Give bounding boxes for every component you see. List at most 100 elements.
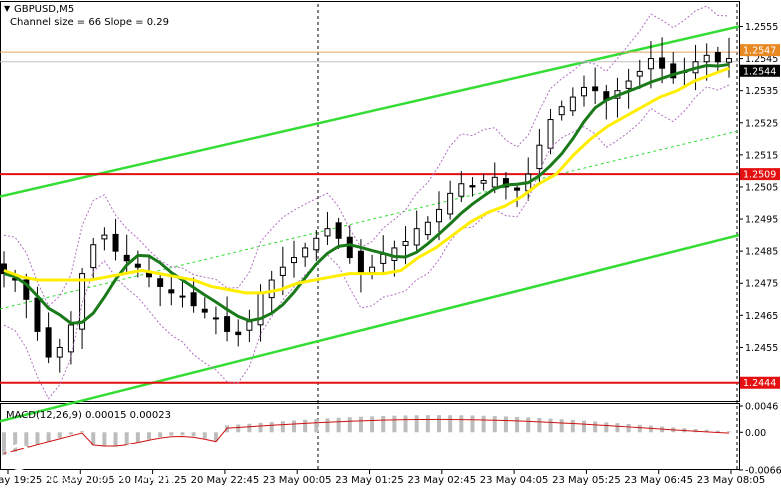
candle-body bbox=[703, 54, 710, 63]
candle-body bbox=[45, 327, 52, 358]
macd-bar bbox=[147, 432, 151, 440]
candle-body bbox=[726, 58, 732, 63]
y-tick-label: 1.2505 bbox=[745, 182, 778, 193]
macd-tick-label: 0.00 bbox=[745, 428, 766, 439]
channel-lower-line bbox=[0, 233, 740, 423]
x-tick-label: 23 May 08:05 bbox=[697, 475, 766, 486]
candle-body bbox=[547, 119, 554, 149]
macd-tick-label: -0.0066 bbox=[745, 466, 781, 477]
candle-body bbox=[1, 263, 7, 275]
level-label-1.2547: 1.2547 bbox=[743, 46, 776, 57]
y-tick-label: 1.2455 bbox=[745, 343, 778, 354]
macd-histogram bbox=[2, 415, 731, 456]
level-label-1.2444: 1.2444 bbox=[743, 378, 776, 389]
candle-body bbox=[302, 247, 309, 258]
macd-bar bbox=[91, 432, 96, 446]
macd-bar bbox=[202, 432, 207, 439]
macd-bar bbox=[336, 417, 341, 433]
macd-bar bbox=[715, 430, 720, 433]
macd-bar bbox=[481, 415, 486, 433]
candle-body bbox=[569, 96, 576, 112]
chevron-down-icon[interactable]: ▼ bbox=[4, 4, 11, 13]
macd-bar bbox=[191, 432, 196, 437]
macd-bar bbox=[347, 417, 352, 433]
candle-body bbox=[536, 144, 543, 170]
x-tick-label: 23 May 02:45 bbox=[408, 475, 477, 486]
macd-bar bbox=[213, 432, 218, 442]
macd-bar bbox=[425, 415, 430, 433]
x-tick-label: 23 May 04:05 bbox=[480, 475, 549, 486]
macd-bar bbox=[113, 432, 118, 447]
candle-body bbox=[436, 208, 442, 223]
candle-body bbox=[502, 178, 509, 188]
macd-bar bbox=[637, 424, 642, 433]
x-tick-label: 20 May 20:05 bbox=[46, 475, 115, 486]
candle-body bbox=[581, 86, 587, 97]
macd-tick-label: 0.0046 bbox=[745, 402, 778, 413]
macd-bar bbox=[615, 423, 620, 433]
macd-panel-frame bbox=[0, 403, 740, 470]
macd-bar bbox=[381, 415, 386, 433]
macd-bar bbox=[13, 432, 18, 452]
candle-body bbox=[469, 185, 476, 188]
candle-body bbox=[79, 273, 86, 330]
macd-bar bbox=[124, 432, 129, 445]
macd-bar bbox=[80, 431, 85, 433]
candle-body bbox=[112, 233, 119, 252]
macd-bar bbox=[292, 420, 296, 433]
macd-bar bbox=[470, 415, 475, 433]
macd-bar bbox=[314, 419, 319, 433]
macd-bar bbox=[35, 432, 40, 445]
candle-body bbox=[659, 57, 666, 69]
candle-body bbox=[324, 228, 331, 237]
channel-upper-line bbox=[0, 25, 740, 198]
ma-slow-line bbox=[3, 66, 730, 295]
candle-body bbox=[123, 254, 130, 262]
candle-body bbox=[190, 292, 197, 307]
y-tick-label: 1.2555 bbox=[745, 22, 778, 33]
macd-bar bbox=[169, 432, 174, 436]
macd-bar bbox=[102, 432, 107, 447]
candle-body bbox=[670, 63, 677, 79]
macd-bar bbox=[258, 422, 263, 433]
y-tick-label: 1.2495 bbox=[745, 215, 778, 226]
macd-bar bbox=[57, 432, 62, 438]
x-tick-label: 20 May 22:45 bbox=[191, 475, 260, 486]
macd-bar bbox=[236, 424, 241, 433]
macd-bar bbox=[693, 429, 698, 433]
candle-body bbox=[56, 346, 63, 358]
candle-body bbox=[424, 221, 431, 236]
macd-bar bbox=[537, 417, 542, 433]
envelope-lower-line bbox=[3, 84, 730, 400]
macd-bar bbox=[370, 416, 375, 433]
candle-body bbox=[224, 316, 231, 332]
candle-body bbox=[636, 70, 643, 77]
level-label-box bbox=[740, 376, 780, 389]
level-label-box bbox=[740, 168, 780, 181]
y-tick-label: 1.2535 bbox=[745, 86, 778, 97]
candle-body bbox=[592, 86, 599, 92]
candle-body bbox=[212, 317, 219, 320]
candle-body bbox=[647, 58, 654, 70]
macd-bar bbox=[448, 415, 453, 433]
candle-body bbox=[279, 266, 286, 276]
x-tick-label: 20 May 21:25 bbox=[118, 475, 187, 486]
candle-body bbox=[402, 241, 409, 246]
candle-body bbox=[514, 187, 521, 191]
macd-bar bbox=[437, 415, 441, 433]
candle-body bbox=[369, 266, 376, 273]
candle-body bbox=[67, 324, 74, 353]
candle-body bbox=[23, 279, 30, 300]
macd-bar bbox=[648, 425, 653, 433]
level-label-box bbox=[740, 44, 780, 57]
macd-bar bbox=[158, 432, 163, 438]
macd-bar bbox=[704, 429, 709, 433]
candle-body bbox=[168, 289, 175, 294]
macd-bar bbox=[727, 431, 731, 433]
macd-bar bbox=[626, 423, 631, 433]
candle-body bbox=[246, 321, 253, 331]
price-panel-frame bbox=[0, 1, 740, 402]
macd-label: MACD(12,26,9) 0.00015 0.00023 bbox=[6, 410, 172, 421]
macd-bar bbox=[180, 432, 185, 436]
y-tick-label: 1.2475 bbox=[745, 279, 778, 290]
